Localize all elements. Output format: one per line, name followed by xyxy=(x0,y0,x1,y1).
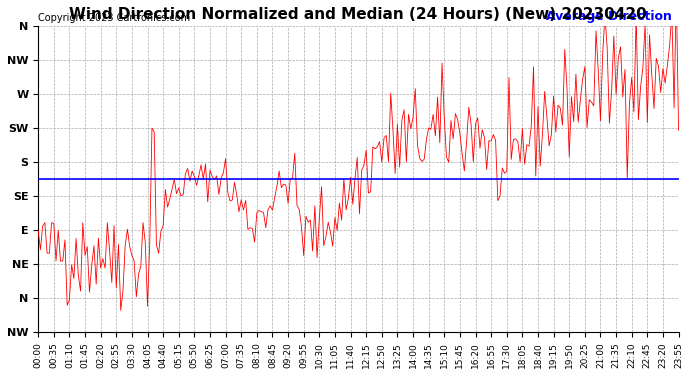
Title: Wind Direction Normalized and Median (24 Hours) (New) 20230420: Wind Direction Normalized and Median (24… xyxy=(70,7,647,22)
Text: Copyright 2023 Cartronics.com: Copyright 2023 Cartronics.com xyxy=(38,13,190,23)
Text: Average Direction: Average Direction xyxy=(546,10,672,23)
